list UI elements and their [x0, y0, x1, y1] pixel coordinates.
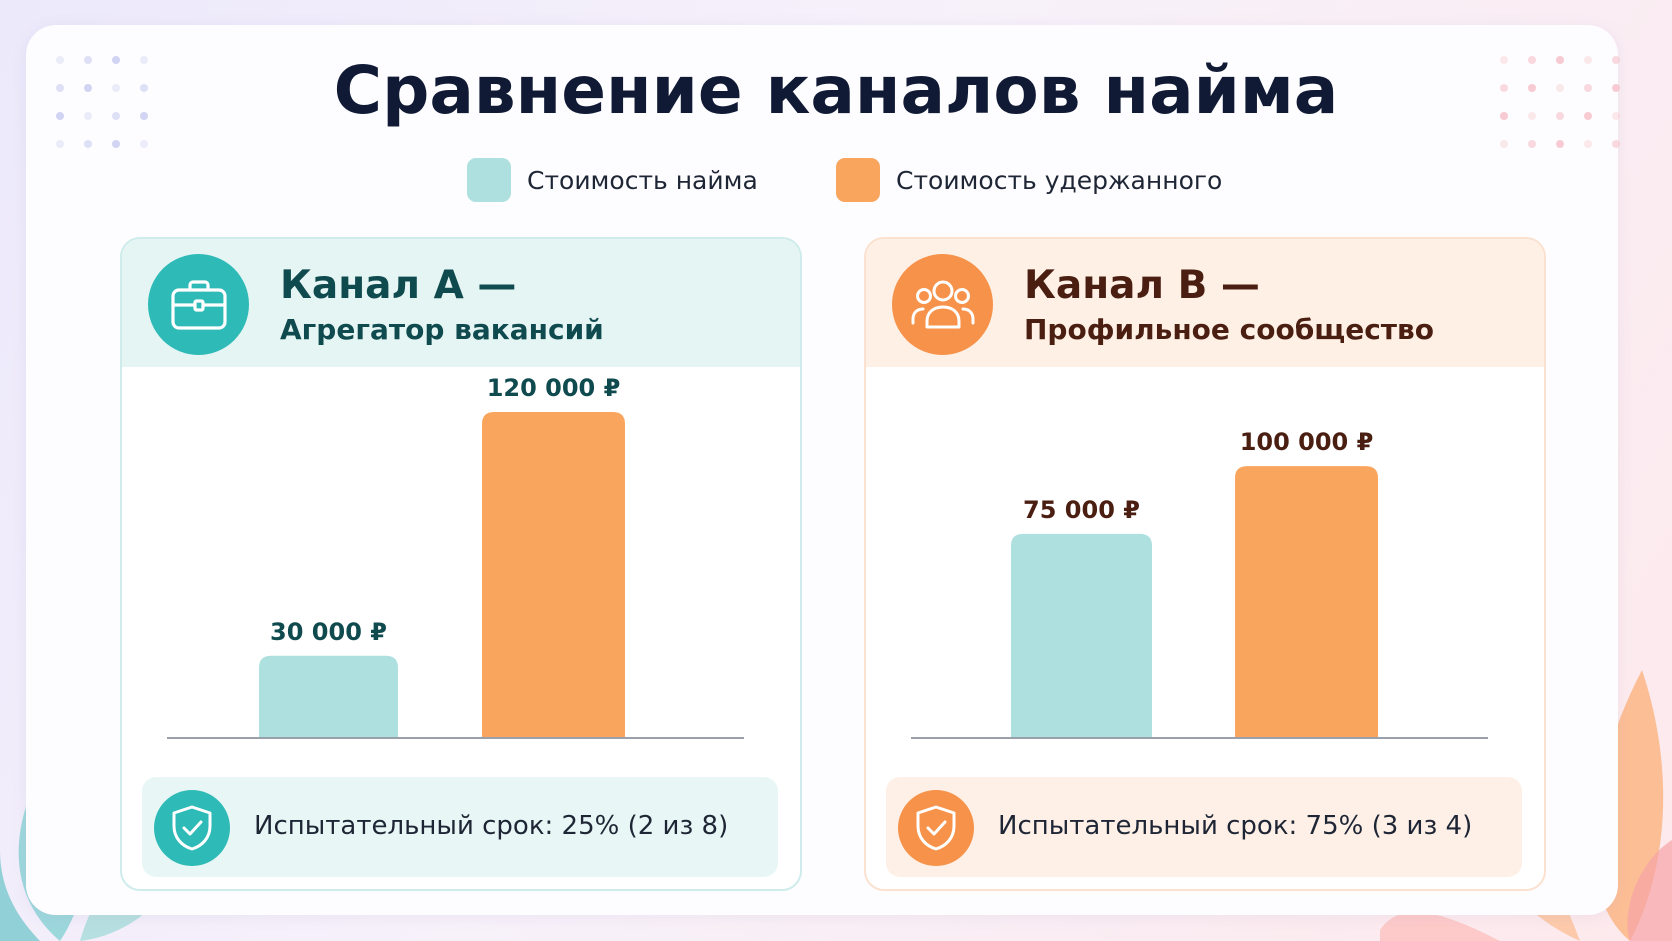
decor-dot — [56, 112, 64, 120]
legend-swatch-orange — [836, 158, 880, 202]
decor-dot — [112, 140, 120, 148]
briefcase-icon — [170, 279, 227, 330]
decor-dot — [1612, 112, 1620, 120]
decor-dot — [1584, 56, 1592, 64]
channel-b-subtitle: Профильное сообщество — [1024, 313, 1434, 346]
channel-b-badge — [892, 254, 993, 355]
bar-hire-cost — [1011, 533, 1152, 737]
channel-a-title: Канал А — — [280, 263, 517, 308]
decor-dot — [84, 112, 92, 120]
decor-dot — [1612, 56, 1620, 64]
channel-b-panel: Канал В — Профильное сообщество 75 000 ₽… — [864, 237, 1546, 891]
decor-dot — [140, 112, 148, 120]
channel-a-probation-text: Испытательный срок: 25% (2 из 8) — [254, 811, 729, 841]
decor-dot — [84, 56, 92, 64]
decor-dot — [140, 56, 148, 64]
channel-b-bar-chart: 75 000 ₽ 100 000 ₽ — [911, 428, 1488, 739]
channel-b-probation: Испытательный срок: 75% (3 из 4) — [886, 777, 1522, 877]
legend-label: Стоимость удержанного — [896, 165, 1223, 195]
bar-retained-cost — [482, 412, 625, 737]
decor-dot — [1556, 84, 1564, 92]
decor-dot — [56, 140, 64, 148]
legend-item-hire-cost: Стоимость найма — [467, 158, 758, 202]
channel-b-title: Канал В — — [1024, 263, 1260, 308]
bar-retained-cost — [1235, 466, 1378, 737]
bar-value-label: 75 000 ₽ — [1023, 496, 1140, 524]
decor-dot — [1584, 140, 1592, 148]
decor-dot — [1528, 56, 1536, 64]
decor-dot — [140, 140, 148, 148]
decor-dot — [84, 84, 92, 92]
decor-dot — [112, 84, 120, 92]
decor-dot — [1500, 112, 1508, 120]
legend-label: Стоимость найма — [527, 165, 758, 195]
decor-dot — [1500, 84, 1508, 92]
channel-a-probation: Испытательный срок: 25% (2 из 8) — [142, 777, 778, 877]
decor-dot — [1528, 112, 1536, 120]
decor-dot — [84, 140, 92, 148]
decor-dot — [1528, 140, 1536, 148]
users-icon — [911, 280, 974, 328]
bar-value-label: 30 000 ₽ — [270, 618, 387, 646]
decor-dot — [56, 84, 64, 92]
channel-a-probation-badge — [154, 790, 230, 866]
channel-a-badge — [148, 254, 249, 355]
decor-dot — [1556, 140, 1564, 148]
decor-dot — [140, 84, 148, 92]
decor-dot — [112, 112, 120, 120]
bar-value-label: 100 000 ₽ — [1240, 428, 1374, 456]
page-title: Сравнение каналов найма — [333, 52, 1339, 129]
decor-dot — [1556, 56, 1564, 64]
channel-a-bar-chart: 30 000 ₽ 120 000 ₽ — [167, 374, 744, 739]
channel-a-subtitle: Агрегатор вакансий — [280, 313, 604, 346]
decor-dot — [112, 56, 120, 64]
decor-dot — [1612, 84, 1620, 92]
legend-item-retained-cost: Стоимость удержанного — [836, 158, 1222, 202]
decor-dot — [1500, 56, 1508, 64]
decor-dot — [1584, 112, 1592, 120]
legend-swatch-teal — [467, 158, 511, 202]
decor-dot — [56, 56, 64, 64]
shield-check-icon — [172, 805, 212, 851]
decor-dot — [1556, 112, 1564, 120]
decor-dot — [1528, 84, 1536, 92]
channel-b-probation-text: Испытательный срок: 75% (3 из 4) — [998, 811, 1473, 841]
decor-dot — [1612, 140, 1620, 148]
channel-a-panel: Канал А — Агрегатор вакансий 30 000 ₽ 120… — [120, 237, 802, 891]
channel-b-probation-badge — [898, 790, 974, 866]
bar-hire-cost — [259, 655, 398, 737]
shield-check-icon — [916, 805, 956, 851]
decor-dot — [1500, 140, 1508, 148]
decor-dot — [1584, 84, 1592, 92]
bar-value-label: 120 000 ₽ — [487, 374, 621, 402]
